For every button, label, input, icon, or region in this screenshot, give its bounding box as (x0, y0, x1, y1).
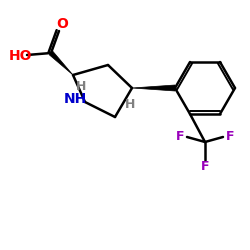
Text: F: F (176, 130, 184, 143)
Text: F: F (226, 130, 234, 143)
Polygon shape (49, 51, 73, 75)
Text: HO: HO (9, 49, 33, 63)
Text: NH: NH (64, 92, 87, 106)
Text: O: O (56, 17, 68, 31)
Polygon shape (132, 85, 175, 91)
Text: F: F (201, 160, 209, 173)
Text: H: H (76, 80, 86, 94)
Text: H: H (125, 98, 135, 110)
